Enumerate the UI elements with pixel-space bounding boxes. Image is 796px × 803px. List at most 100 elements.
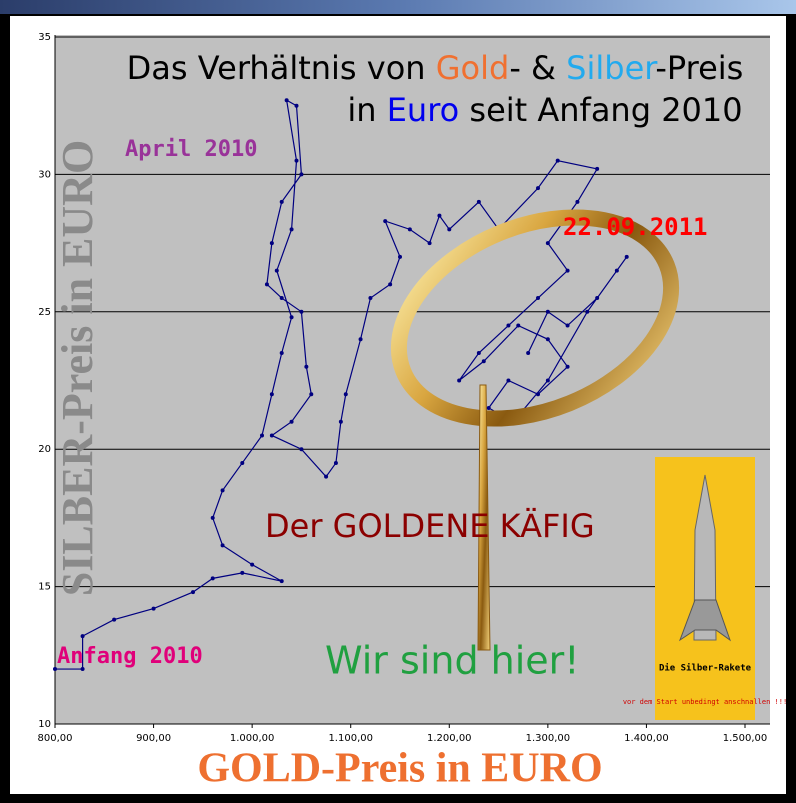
data-point xyxy=(295,159,299,163)
data-point xyxy=(211,576,215,580)
title-part: -Preis xyxy=(655,49,743,87)
title-part: seit Anfang 2010 xyxy=(459,91,742,129)
top-band xyxy=(0,0,796,14)
x-tick-label: 1.500,00 xyxy=(723,733,768,744)
title-part: Silber xyxy=(566,49,658,87)
data-point xyxy=(437,214,441,218)
y-tick-label: 35 xyxy=(38,32,51,43)
data-point xyxy=(81,634,85,638)
data-point xyxy=(482,359,486,363)
data-point xyxy=(290,227,294,231)
data-point xyxy=(240,571,244,575)
x-tick-label: 1.300,00 xyxy=(526,733,571,744)
annotation: Der GOLDENE KÄFIG xyxy=(265,507,595,545)
data-point xyxy=(334,461,338,465)
title-part: Gold xyxy=(436,49,510,87)
x-tick-label: 1.100,00 xyxy=(328,733,373,744)
annotation: Wir sind hier! xyxy=(325,639,580,683)
annotation: April 2010 xyxy=(125,137,257,162)
data-point xyxy=(477,200,481,204)
data-point xyxy=(324,475,328,479)
chart-title: in Euro seit Anfang 2010 xyxy=(347,91,742,129)
data-point xyxy=(526,351,530,355)
data-point xyxy=(260,433,264,437)
data-point xyxy=(270,433,274,437)
data-point xyxy=(211,516,215,520)
rocket-note: vor dem Start unbedingt anschnallen !!! xyxy=(623,698,787,706)
data-point xyxy=(566,269,570,273)
data-point xyxy=(290,420,294,424)
data-point xyxy=(506,379,510,383)
data-point xyxy=(295,104,299,108)
rocket-label: Die Silber-Rakete xyxy=(659,663,752,674)
data-point xyxy=(191,590,195,594)
data-point xyxy=(556,159,560,163)
data-point xyxy=(536,296,540,300)
data-point xyxy=(457,379,461,383)
data-point xyxy=(546,379,550,383)
title-part: - & xyxy=(509,49,566,87)
data-point xyxy=(536,186,540,190)
data-point xyxy=(398,255,402,259)
data-point xyxy=(344,392,348,396)
data-point xyxy=(536,392,540,396)
data-point xyxy=(221,488,225,492)
data-point xyxy=(408,227,412,231)
data-point xyxy=(388,282,392,286)
data-point xyxy=(625,255,629,259)
data-point xyxy=(359,337,363,341)
x-axis-title: GOLD-Preis in EURO xyxy=(197,746,602,792)
data-point xyxy=(270,392,274,396)
chart-title: Das Verhältnis von Gold- & Silber-Preis xyxy=(127,49,744,87)
x-tick-label: 800,00 xyxy=(38,733,73,744)
data-point xyxy=(280,351,284,355)
data-point xyxy=(575,200,579,204)
data-point xyxy=(566,324,570,328)
y-tick-label: 20 xyxy=(38,444,51,455)
x-tick-label: 1.000,00 xyxy=(230,733,275,744)
data-point xyxy=(566,365,570,369)
data-point xyxy=(250,563,254,567)
title-part: in xyxy=(347,91,386,129)
data-point xyxy=(240,461,244,465)
data-point xyxy=(615,269,619,273)
data-point xyxy=(280,200,284,204)
data-point xyxy=(546,310,550,314)
data-point xyxy=(595,167,599,171)
data-point xyxy=(275,269,279,273)
x-tick-label: 1.200,00 xyxy=(427,733,472,744)
data-point xyxy=(477,351,481,355)
y-axis-title: SILBER-Preis in EURO xyxy=(53,140,102,596)
data-point xyxy=(487,406,491,410)
data-point xyxy=(383,219,387,223)
data-point xyxy=(546,337,550,341)
data-point xyxy=(428,241,432,245)
data-point xyxy=(309,392,313,396)
data-point xyxy=(285,98,289,102)
data-point xyxy=(595,296,599,300)
data-point xyxy=(447,227,451,231)
y-tick-label: 25 xyxy=(38,307,51,318)
data-point xyxy=(299,172,303,176)
data-point xyxy=(112,618,116,622)
data-point xyxy=(152,607,156,611)
annotation: 22.09.2011 xyxy=(563,213,708,241)
data-point xyxy=(280,579,284,583)
data-point xyxy=(506,324,510,328)
data-point xyxy=(270,241,274,245)
data-point xyxy=(299,310,303,314)
annotation: Anfang 2010 xyxy=(57,644,203,669)
y-tick-label: 10 xyxy=(38,719,51,730)
chart: 101520253035800,00900,001.000,001.100,00… xyxy=(0,0,796,803)
data-point xyxy=(290,315,294,319)
title-part: Euro xyxy=(387,91,460,129)
x-tick-label: 1.400,00 xyxy=(624,733,669,744)
title-part: Das Verhältnis von xyxy=(127,49,436,87)
data-point xyxy=(265,282,269,286)
data-point xyxy=(368,296,372,300)
data-point xyxy=(280,296,284,300)
x-tick-label: 900,00 xyxy=(136,733,171,744)
data-point xyxy=(304,365,308,369)
y-tick-label: 30 xyxy=(38,169,51,180)
data-point xyxy=(585,310,589,314)
